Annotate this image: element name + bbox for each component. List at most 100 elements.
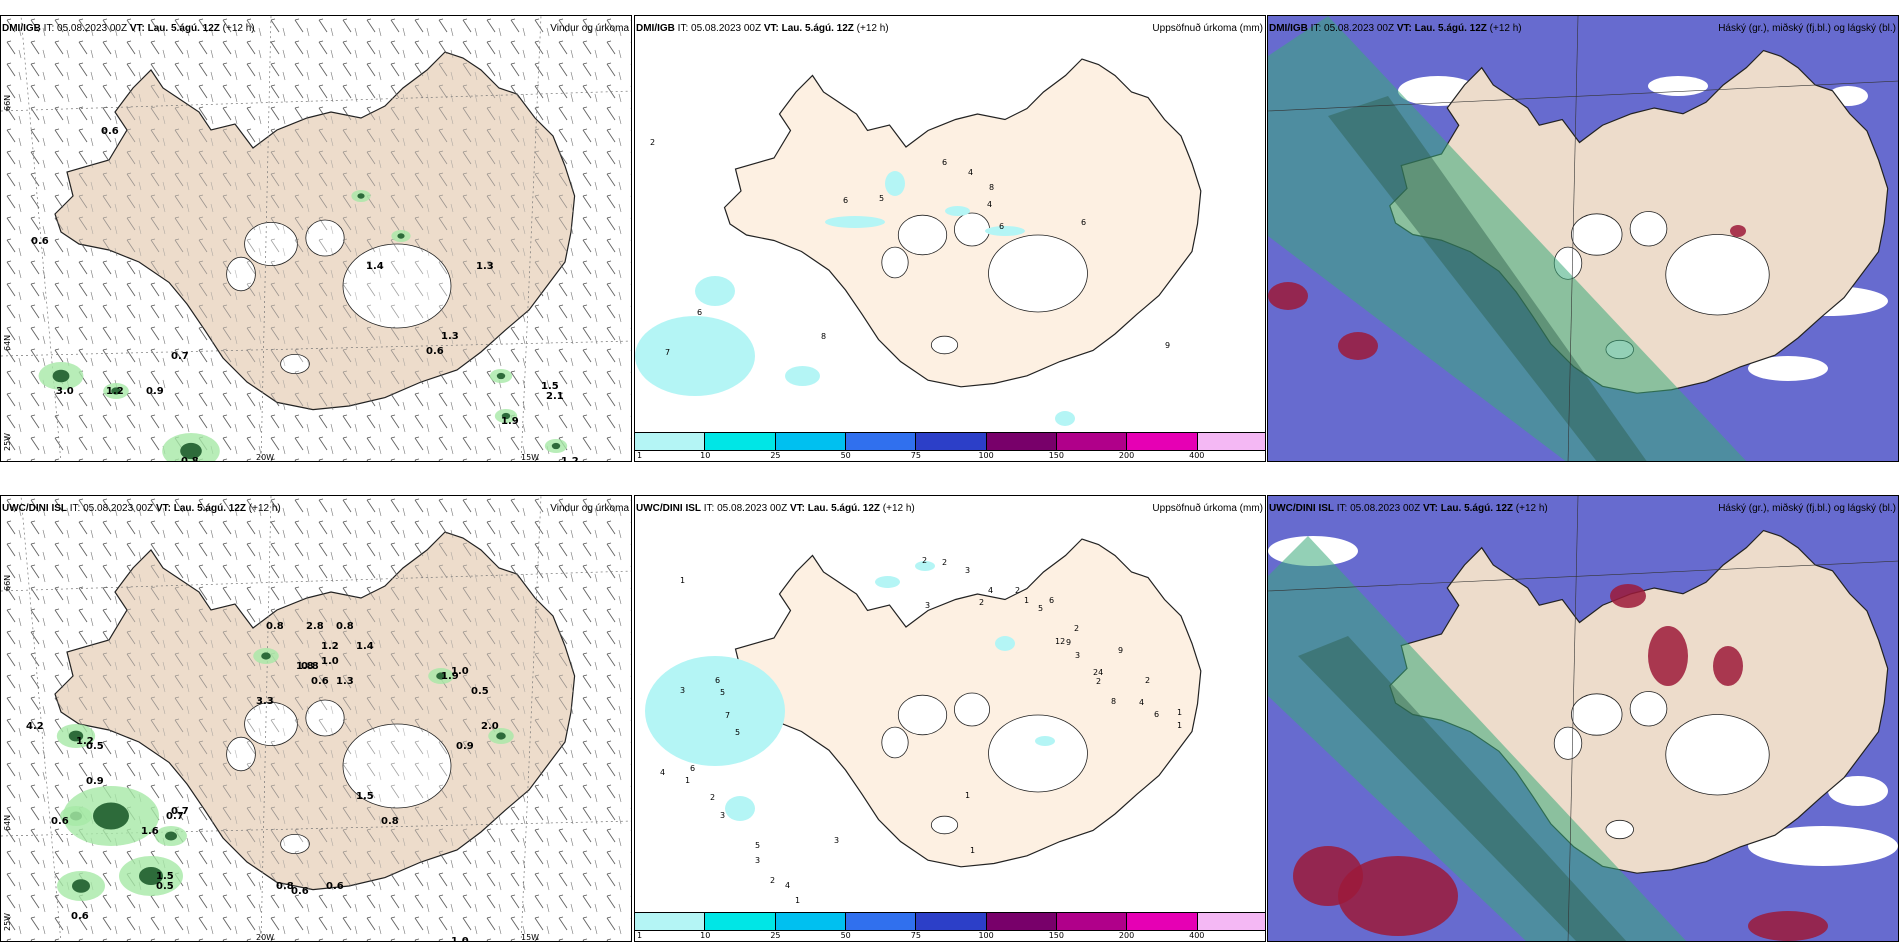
- colorbar-tick: 100: [978, 931, 994, 940]
- panel-uwc-wind-precip[interactable]: 66N 64N 25W 20W 15W 0.8 2.8 0.8 1.2 1.0 1.4 1.8 0.8 0…: [0, 495, 632, 942]
- iceland-landmass: [723, 538, 1202, 868]
- axis-label: 20W: [256, 933, 275, 942]
- panel-uwc-accum-precip[interactable]: 1 3 2 2 3 2 4 2 1 5 6 12 9 3 2 24 2 8 9 4 2 6 1 1 3 6 5 7 5 6 4 1 2 3 5 3 2 4…: [634, 495, 1266, 942]
- panel-dmi-wind-precip[interactable]: 66N 64N 25W 20W 15W 0.6 0.6 0.7 0.9 1.2 3.0 0.8 1.4 0…: [0, 15, 632, 462]
- value-label: 6: [843, 196, 849, 205]
- precip-area: [995, 636, 1015, 651]
- precip-core: [496, 372, 506, 380]
- precip-core: [436, 672, 446, 680]
- value-label: 0.7: [171, 806, 189, 817]
- colorbar-tick: 25: [770, 451, 781, 460]
- value-label: 1.3: [476, 261, 494, 272]
- value-label: 0.6: [291, 886, 309, 897]
- mid-cloud-area: [1610, 584, 1646, 608]
- value-label: 3: [680, 686, 686, 695]
- colorbar-segment: [635, 913, 706, 930]
- precip-core: [165, 831, 177, 841]
- colorbar-segment: [916, 433, 987, 450]
- colorbar-segment: [986, 913, 1057, 930]
- value-label: 24: [1093, 668, 1104, 677]
- colorbar-segment: [1197, 913, 1265, 930]
- precip-area: [785, 366, 820, 386]
- colorbar-segment: [635, 433, 706, 450]
- value-label: 1: [795, 896, 801, 905]
- axis-label: 66N: [3, 94, 12, 111]
- value-label: 1.5: [541, 381, 559, 392]
- panel-dmi-clouds[interactable]: [1267, 15, 1899, 462]
- value-label: 5: [755, 841, 761, 850]
- precip-core: [261, 652, 271, 660]
- value-label: 6: [697, 308, 703, 317]
- colorbar-tick: 200: [1118, 931, 1135, 940]
- value-label: 1.5: [356, 791, 374, 802]
- map-canvas[interactable]: [1268, 496, 1899, 942]
- map-canvas[interactable]: [635, 16, 1266, 462]
- panel-header: UWC/DINI ISL IT: 05.08.2023 00Z VT: Lau.…: [636, 503, 1263, 514]
- colorbar-segment: [845, 913, 917, 930]
- value-label: 7: [665, 348, 671, 357]
- value-label: 3: [720, 811, 726, 820]
- value-label: 6: [1154, 710, 1160, 719]
- value-label: 4.2: [26, 721, 44, 732]
- axis-label: 25W: [3, 912, 12, 931]
- axis-label: 15W: [521, 933, 540, 942]
- value-label: 3: [925, 601, 931, 610]
- precip-area: [945, 206, 970, 216]
- map-canvas[interactable]: [635, 496, 1266, 942]
- colorbar-tick: 200: [1118, 451, 1135, 460]
- value-label: 3: [1075, 651, 1081, 660]
- value-label: 2: [710, 793, 716, 802]
- value-label: 0.6: [71, 911, 89, 922]
- mid-cloud-area: [1293, 846, 1363, 906]
- map-canvas[interactable]: [1268, 16, 1899, 462]
- colorbar-segment: [845, 433, 917, 450]
- high-cloud-band: [1268, 536, 1687, 941]
- value-label: 3: [834, 836, 840, 845]
- mid-cloud-area: [1338, 856, 1458, 936]
- precip-core: [93, 802, 129, 830]
- value-label: 4: [1139, 698, 1145, 707]
- panel-uwc-clouds[interactable]: [1267, 495, 1899, 942]
- value-label: 8: [989, 183, 995, 192]
- value-label: 0.6: [101, 126, 119, 137]
- high-cloud-band: [1268, 16, 1747, 461]
- value-label: 0.6: [311, 676, 329, 687]
- panel-header: UWC/DINI ISL IT: 05.08.2023 00Z VT: Lau.…: [1269, 503, 1896, 514]
- value-label: 0.5: [471, 686, 489, 697]
- value-label: 5: [879, 194, 885, 203]
- value-label: 1.3: [336, 676, 354, 687]
- precip-core: [72, 879, 90, 893]
- value-label: 0.8: [301, 661, 319, 672]
- mid-cloud-area: [1268, 282, 1308, 310]
- value-label: 1.2: [561, 456, 579, 462]
- value-label: 9: [1118, 646, 1124, 655]
- value-label: 5: [720, 688, 726, 697]
- value-label: 1.2: [106, 386, 124, 397]
- mid-cloud-area: [1713, 646, 1743, 686]
- value-label: 1: [970, 846, 976, 855]
- value-label: 1.3: [441, 331, 459, 342]
- value-label: 0.7: [166, 811, 184, 822]
- value-label: 0.7: [171, 351, 189, 362]
- value-label: 0.9: [146, 386, 164, 397]
- value-label: 5: [735, 728, 741, 737]
- colorbar-ticks: 1 10 25 50 75 100 150 200 400: [635, 931, 1265, 941]
- colorbar-segment: [986, 433, 1057, 450]
- panel-dmi-accum-precip[interactable]: 2 6 7 8 6 5 6 4 4 8 6 6 9 1 10 25 50 75 100 150 200 400: [634, 15, 1266, 462]
- map-canvas[interactable]: [1, 496, 632, 942]
- axis-label: 25W: [3, 432, 12, 451]
- value-label: 1: [965, 791, 971, 800]
- colorbar-tick: 400: [1189, 451, 1205, 460]
- map-canvas[interactable]: [1, 16, 632, 462]
- iceland-landmass: [1389, 529, 1889, 874]
- value-label: 1.4: [366, 261, 384, 272]
- value-label: 2: [650, 138, 656, 147]
- precip-area: [1035, 736, 1055, 746]
- precip-core: [139, 867, 163, 885]
- value-label: 1: [1177, 721, 1183, 730]
- value-label: 6: [690, 764, 696, 773]
- value-label: 2: [1074, 624, 1080, 633]
- colorbar-segment: [916, 913, 987, 930]
- value-label: 1.8: [296, 661, 314, 672]
- colorbar-segment: [1127, 433, 1198, 450]
